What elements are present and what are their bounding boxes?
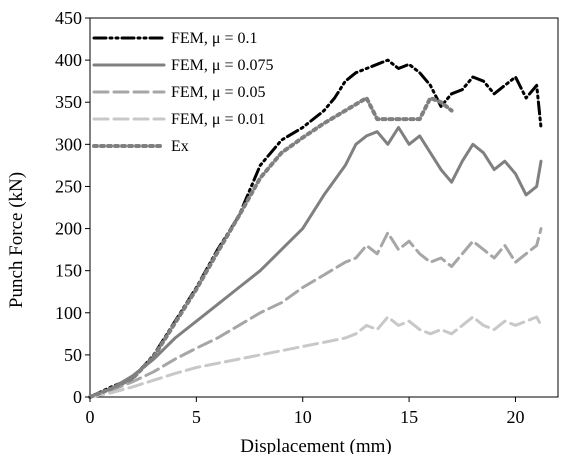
y-tick-label: 300 <box>55 134 82 154</box>
legend-label-3: FEM, μ = 0.05 <box>171 84 266 101</box>
x-axis: 0 5 10 15 20 <box>86 397 524 427</box>
plot-area <box>88 17 559 399</box>
y-tick-label: 50 <box>64 345 82 365</box>
y-tick-label: 0 <box>73 387 82 407</box>
x-tick-label: 15 <box>400 407 418 427</box>
y-axis-title: Punch Force (kN) <box>6 172 27 308</box>
y-axis: 0 50 100 150 200 250 300 350 400 450 <box>55 8 90 407</box>
series-line-5 <box>88 96 454 399</box>
y-tick-label: 150 <box>55 261 82 281</box>
y-tick-label: 450 <box>55 8 82 28</box>
plot-frame <box>89 17 559 398</box>
series-line-1 <box>88 58 543 399</box>
legend: FEM, μ = 0.1 FEM, μ = 0.075 FEM, μ = 0.05 F… <box>92 30 274 155</box>
legend-label-1: FEM, μ = 0.1 <box>171 30 258 47</box>
legend-label-5: Ex <box>171 138 189 155</box>
legend-label-2: FEM, μ = 0.075 <box>171 57 274 74</box>
x-axis-title: Displacement (mm) <box>240 436 391 454</box>
series-line-3 <box>88 227 543 399</box>
series-line-2 <box>88 126 543 399</box>
legend-label-4: FEM, μ = 0.01 <box>171 111 266 128</box>
x-tick-label: 20 <box>506 407 524 427</box>
y-tick-label: 350 <box>55 92 82 112</box>
series-line-4 <box>88 315 543 399</box>
x-tick-label: 10 <box>294 407 312 427</box>
x-tick-label: 0 <box>86 407 95 427</box>
x-tick-label: 5 <box>192 407 201 427</box>
y-tick-label: 250 <box>55 176 82 196</box>
y-tick-label: 200 <box>55 219 82 239</box>
y-tick-label: 100 <box>55 303 82 323</box>
y-tick-label: 400 <box>55 50 82 70</box>
